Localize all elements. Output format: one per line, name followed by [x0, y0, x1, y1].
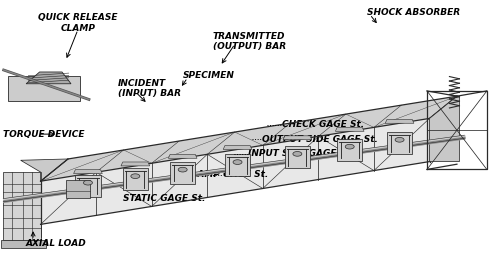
- Text: QUICK RELEASE
CLAMP: QUICK RELEASE CLAMP: [38, 13, 117, 33]
- Polygon shape: [40, 118, 430, 224]
- Text: INPUT SIDE GAGE St.: INPUT SIDE GAGE St.: [248, 149, 354, 158]
- Polygon shape: [40, 96, 457, 181]
- Circle shape: [345, 144, 354, 149]
- Polygon shape: [385, 119, 414, 123]
- Polygon shape: [170, 162, 196, 184]
- Polygon shape: [76, 175, 100, 197]
- Polygon shape: [387, 132, 412, 154]
- Circle shape: [395, 138, 404, 142]
- Text: TORQUE DEVICE: TORQUE DEVICE: [3, 130, 84, 139]
- Circle shape: [178, 167, 187, 172]
- Polygon shape: [121, 162, 150, 166]
- Polygon shape: [26, 72, 71, 84]
- Polygon shape: [123, 168, 148, 190]
- Text: AXIAL LOAD: AXIAL LOAD: [26, 240, 86, 249]
- Circle shape: [233, 160, 242, 164]
- Text: CLAMP GAGE St.: CLAMP GAGE St.: [185, 170, 268, 179]
- Circle shape: [293, 151, 302, 156]
- Text: INCIDENT
(INPUT) BAR: INCIDENT (INPUT) BAR: [118, 79, 181, 98]
- Text: CHECK GAGE St.: CHECK GAGE St.: [282, 120, 364, 129]
- Polygon shape: [74, 170, 102, 174]
- Text: OUTPUT SIDE GAGE St.: OUTPUT SIDE GAGE St.: [262, 135, 378, 144]
- Text: SPECIMEN: SPECIMEN: [182, 71, 234, 80]
- Polygon shape: [430, 96, 460, 161]
- Text: SHOCK ABSORBER: SHOCK ABSORBER: [367, 8, 460, 17]
- Polygon shape: [285, 146, 310, 168]
- Polygon shape: [225, 154, 250, 176]
- Polygon shape: [8, 76, 80, 102]
- Polygon shape: [0, 240, 46, 248]
- Text: STATIC GAGE St.: STATIC GAGE St.: [123, 194, 205, 203]
- Polygon shape: [66, 180, 90, 198]
- Text: TRANSMITTED
(OUTPUT) BAR: TRANSMITTED (OUTPUT) BAR: [212, 32, 286, 51]
- Polygon shape: [3, 172, 40, 240]
- Polygon shape: [336, 127, 364, 131]
- Polygon shape: [283, 136, 312, 140]
- Circle shape: [131, 174, 140, 179]
- Circle shape: [84, 180, 92, 185]
- Polygon shape: [20, 159, 68, 181]
- Polygon shape: [168, 154, 197, 158]
- Polygon shape: [337, 139, 362, 161]
- Polygon shape: [223, 145, 252, 149]
